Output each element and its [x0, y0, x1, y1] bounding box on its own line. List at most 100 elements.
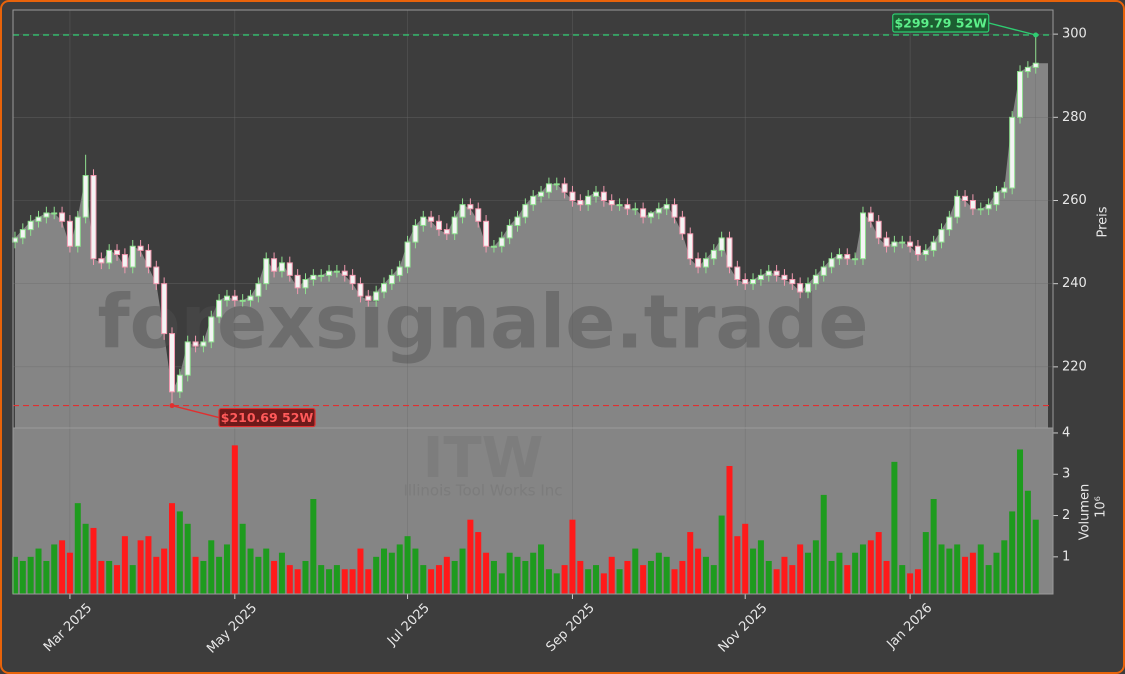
candle-body	[169, 333, 176, 393]
candle-body	[294, 274, 301, 289]
volume-bar	[310, 499, 317, 594]
candle-body	[538, 191, 545, 197]
candle-body	[106, 249, 113, 264]
candle-body	[490, 245, 497, 248]
volume-bar	[326, 569, 333, 594]
candle-body	[137, 245, 144, 251]
volume-bar	[388, 552, 395, 594]
watermark-subtitle: Illinois Tool Works Inc	[403, 482, 562, 500]
volume-bar	[192, 556, 199, 594]
candle-body	[781, 274, 788, 281]
candle-body	[977, 208, 984, 211]
volume-bar	[286, 565, 293, 594]
y-tick-label: 4	[1062, 425, 1070, 440]
volume-bar	[341, 569, 348, 594]
volume-bar	[805, 552, 812, 594]
candle-body	[420, 216, 427, 226]
volume-bar	[789, 565, 796, 594]
annotation-box	[892, 13, 990, 33]
candle-body	[624, 204, 631, 210]
volume-bar	[561, 565, 568, 594]
candle-body	[388, 274, 395, 285]
candle-body	[318, 274, 325, 277]
volume-bar	[530, 552, 537, 594]
candle-body	[820, 266, 827, 276]
volume-bar	[349, 569, 356, 594]
candle-body	[161, 283, 168, 335]
candle-body	[483, 220, 490, 247]
volume-bar	[184, 523, 191, 594]
arrow-head	[1033, 32, 1039, 38]
candle-body	[1009, 116, 1016, 189]
candle-body	[263, 258, 270, 285]
volume-bar	[640, 565, 647, 594]
candle-body	[836, 254, 843, 260]
volume-bar	[946, 548, 953, 594]
candle-body	[129, 245, 136, 268]
candle-body	[679, 216, 686, 235]
volume-bar	[129, 565, 136, 594]
candle-body	[82, 175, 89, 218]
candle-body	[145, 249, 152, 268]
annotation-arrow	[988, 22, 1036, 36]
candle-body	[726, 237, 733, 268]
candle-body	[404, 241, 411, 268]
candle-body	[530, 195, 537, 206]
candle-body	[585, 195, 592, 206]
volume-bar	[514, 556, 521, 594]
volume-bar	[223, 544, 230, 594]
volume-bar	[216, 556, 223, 594]
candle-body	[593, 191, 600, 197]
volume-bar	[318, 565, 325, 594]
volume-bar	[396, 544, 403, 594]
candle-body	[805, 283, 812, 293]
volume-bar	[577, 560, 584, 594]
candle-body	[467, 204, 474, 210]
candle-body	[734, 266, 741, 281]
candle-body	[812, 274, 819, 285]
volume-bar	[365, 569, 372, 594]
candle-body	[522, 204, 529, 218]
y-tick-label: 2	[1062, 508, 1070, 523]
candle-body	[302, 279, 309, 289]
volume-bar	[145, 536, 152, 594]
volume-bar	[114, 565, 121, 594]
y-tick-label: 280	[1062, 110, 1087, 125]
candle-body	[365, 295, 372, 301]
volume-bar	[569, 519, 576, 594]
volume-bar	[443, 556, 450, 594]
candle-body	[192, 341, 199, 347]
volume-bar	[671, 569, 678, 594]
y-axis-label: Volumen	[1078, 484, 1093, 541]
volume-bar	[263, 548, 270, 594]
candle-body	[600, 191, 607, 201]
candle-body	[1032, 62, 1039, 68]
candle-body	[90, 175, 97, 260]
volume-bar	[1032, 519, 1039, 594]
candle-body	[381, 283, 388, 293]
volume-bar	[404, 536, 411, 594]
volume-bar	[710, 565, 717, 594]
volume-bar	[553, 573, 560, 594]
candle-body	[271, 258, 278, 272]
candle-body	[969, 199, 976, 210]
volume-bar	[231, 445, 238, 594]
close-area	[14, 63, 1036, 428]
volume-bar	[938, 544, 945, 594]
candle-body	[459, 204, 466, 218]
volume-bar	[750, 548, 757, 594]
volume-bar	[977, 544, 984, 594]
candle-body	[35, 216, 42, 222]
volume-bar	[200, 560, 207, 594]
volume-bar	[875, 532, 882, 594]
candle-body	[663, 204, 670, 210]
volume-bar	[765, 560, 772, 594]
volume-bar	[930, 499, 937, 594]
volume-bar	[278, 552, 285, 594]
candle-body	[859, 212, 866, 260]
y-tick-label: 260	[1062, 193, 1087, 208]
volume-bar	[969, 552, 976, 594]
candle-body	[750, 279, 757, 285]
candle-body	[757, 274, 764, 281]
volume-bar	[247, 548, 254, 594]
